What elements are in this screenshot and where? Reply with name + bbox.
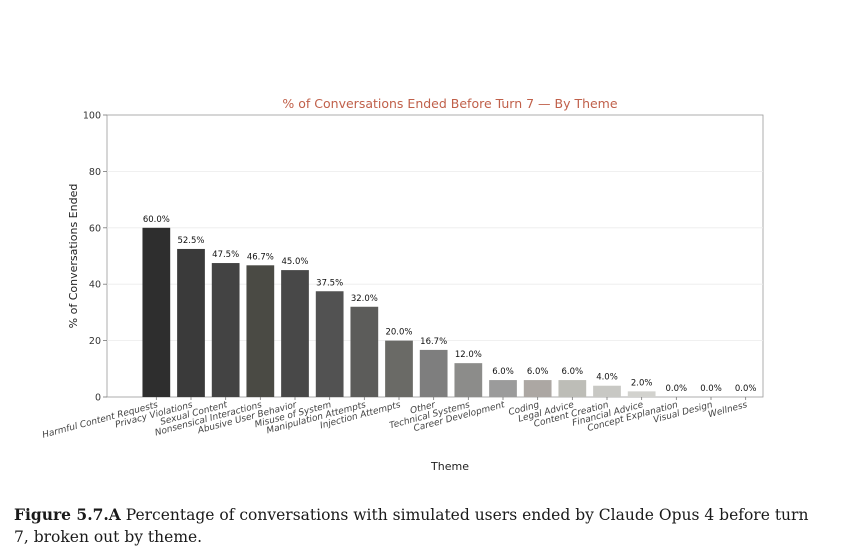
bar [246, 265, 275, 397]
y-tick-label: 20 [89, 336, 101, 347]
data-label: 6.0% [492, 367, 514, 377]
bar [281, 270, 309, 397]
data-label: 60.0% [143, 215, 170, 225]
bar-chart: % of Conversations Ended Before Turn 7 —… [41, 96, 764, 473]
figure-caption-text: Percentage of conversations with simulat… [14, 506, 809, 546]
figure-caption: Figure 5.7.A Percentage of conversations… [14, 504, 814, 548]
bar [350, 306, 379, 397]
y-tick-label: 80 [89, 167, 101, 178]
data-label: 45.0% [281, 257, 308, 267]
data-label: 6.0% [562, 367, 584, 377]
bar [523, 380, 552, 397]
data-label: 37.5% [316, 278, 343, 288]
bar [454, 363, 483, 397]
bar [558, 380, 587, 397]
data-label: 0.0% [700, 384, 722, 394]
data-label: 2.0% [631, 378, 653, 388]
y-axis-label: % of Conversations Ended [67, 184, 80, 329]
data-label: 12.0% [455, 350, 482, 360]
data-label: 46.7% [247, 252, 274, 262]
bar [142, 227, 171, 397]
bar [211, 263, 240, 397]
data-label: 4.0% [596, 373, 618, 383]
bar [315, 291, 344, 397]
data-label: 32.0% [351, 294, 378, 304]
y-tick-label: 100 [83, 111, 101, 122]
x-axis-label: Theme [430, 460, 469, 473]
bar [489, 380, 517, 397]
data-label: 0.0% [735, 384, 757, 394]
data-label: 0.0% [666, 384, 688, 394]
data-label: 47.5% [212, 250, 239, 260]
data-label: 6.0% [527, 367, 549, 377]
figure-label: Figure 5.7.A [14, 505, 121, 524]
category-label: Wellness [707, 400, 749, 420]
bar [177, 248, 205, 397]
y-tick-label: 40 [89, 280, 101, 291]
bar [419, 349, 448, 397]
bar [385, 340, 413, 397]
data-label: 20.0% [385, 328, 412, 338]
data-label: 16.7% [420, 337, 447, 347]
chart-title: % of Conversations Ended Before Turn 7 —… [282, 96, 617, 111]
y-tick-label: 60 [89, 223, 101, 234]
y-tick-label: 0 [95, 393, 101, 404]
bar [593, 385, 621, 397]
data-label: 52.5% [177, 236, 204, 246]
bar [627, 391, 656, 397]
